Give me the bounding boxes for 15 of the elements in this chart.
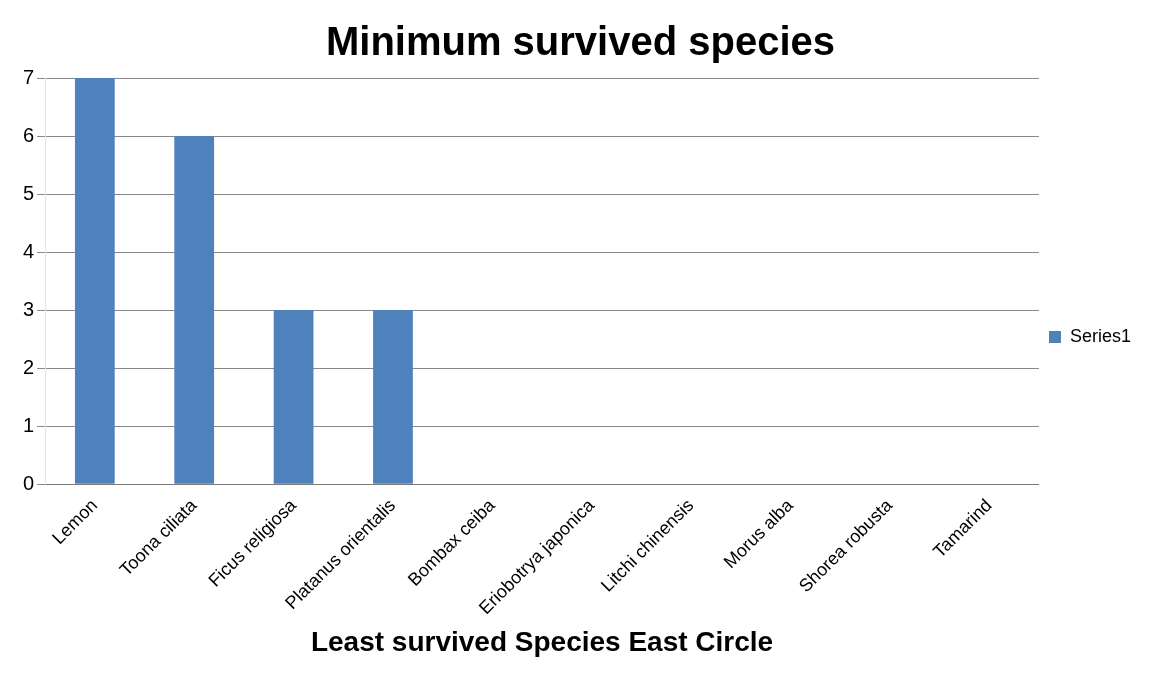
y-tick-label: 2 <box>23 355 35 378</box>
bar <box>174 136 215 484</box>
y-tick-label: 3 <box>23 297 35 320</box>
legend-label: Series1 <box>1069 325 1131 346</box>
y-tick-label: 1 <box>23 413 35 436</box>
y-tick-label: 4 <box>23 239 35 262</box>
y-tick-label: 0 <box>23 471 35 494</box>
y-tick-label: 6 <box>23 123 35 146</box>
y-tick-label: 5 <box>23 181 35 204</box>
y-tick-label: 7 <box>23 65 35 88</box>
bar <box>373 310 413 484</box>
x-axis-title: Least survived Species East Circle <box>310 625 774 657</box>
bar <box>74 78 115 484</box>
chart-title: Minimum survived species <box>325 19 836 64</box>
bar <box>273 310 314 484</box>
